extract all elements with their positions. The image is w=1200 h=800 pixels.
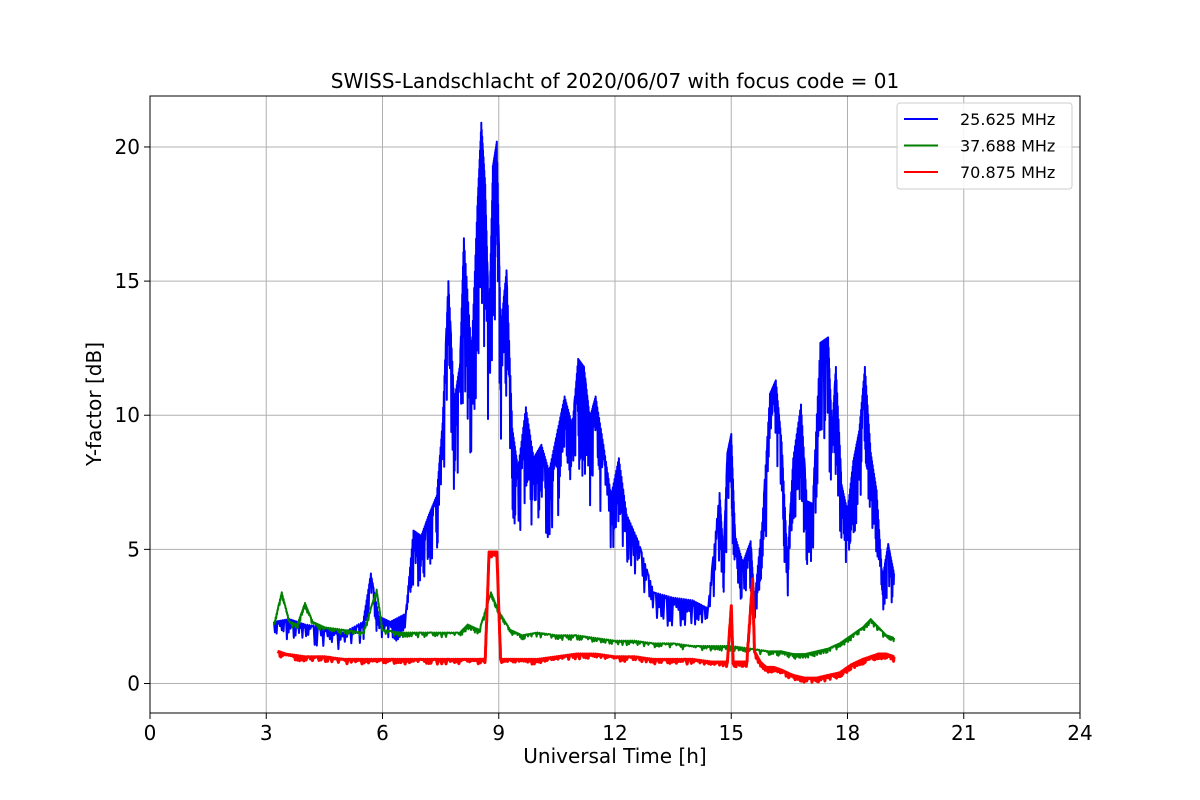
x-tick-label: 24: [1067, 721, 1092, 745]
x-tick-label: 18: [835, 721, 860, 745]
y-tick-label: 10: [115, 403, 140, 427]
x-tick-label: 0: [144, 721, 157, 745]
x-tick-label: 21: [951, 721, 976, 745]
y-tick-label: 15: [115, 269, 140, 293]
ticks: 0 3 6 9 12 15 18 21 24 0 5 10 15 20: [115, 135, 1093, 745]
chart-title: SWISS-Landschlacht of 2020/06/07 with fo…: [331, 69, 899, 93]
x-tick-label: 15: [719, 721, 744, 745]
series-line-3: [276, 550, 896, 684]
y-tick-label: 0: [127, 671, 140, 695]
x-tick-label: 9: [492, 721, 505, 745]
x-tick-label: 3: [260, 721, 273, 745]
legend-label: 25.625 MHz: [960, 110, 1055, 129]
series-line-1: [273, 121, 895, 651]
series-layer: [273, 121, 896, 684]
legend-label: 70.875 MHz: [960, 163, 1055, 182]
x-tick-label: 12: [602, 721, 627, 745]
series-line-2: [273, 588, 895, 660]
x-axis-label: Universal Time [h]: [523, 744, 706, 768]
legend-box: [896, 102, 1073, 190]
y-axis-label: Y-factor [dB]: [82, 342, 106, 467]
y-tick-label: 5: [127, 537, 140, 561]
legend: 25.625 MHz 37.688 MHz 70.875 MHz: [896, 102, 1073, 190]
legend-label: 37.688 MHz: [960, 137, 1055, 156]
x-tick-label: 6: [376, 721, 389, 745]
y-tick-label: 20: [115, 135, 140, 159]
